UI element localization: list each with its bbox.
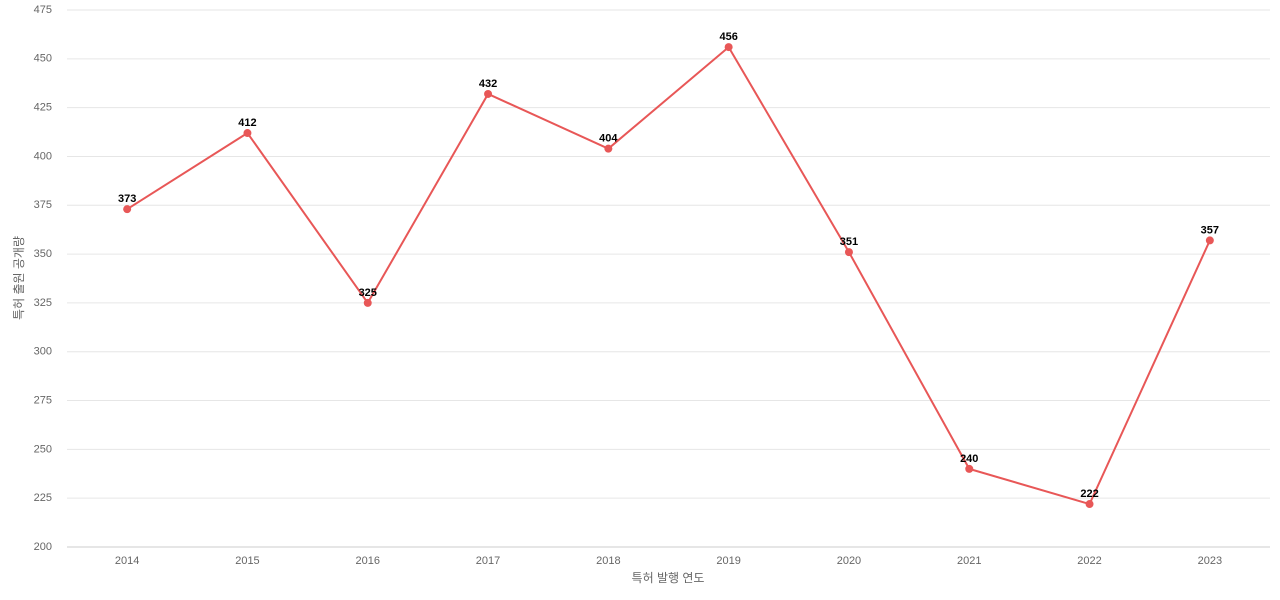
x-tick-label: 2019 xyxy=(716,555,740,567)
y-tick-label: 375 xyxy=(34,199,52,211)
point xyxy=(724,43,733,52)
point xyxy=(484,89,493,98)
line xyxy=(126,45,1211,506)
y-tick-label: 275 xyxy=(34,394,52,406)
point xyxy=(1205,236,1214,245)
data-label: 351 xyxy=(840,236,858,248)
point xyxy=(123,205,132,214)
y-tick-label: 325 xyxy=(34,297,52,309)
point xyxy=(604,144,613,153)
y-tick-label: 300 xyxy=(34,346,52,358)
x-tick-label: 2023 xyxy=(1198,555,1222,567)
y-tick-label: 450 xyxy=(34,53,52,65)
data-label: 222 xyxy=(1080,488,1098,500)
y-tick-label: 350 xyxy=(34,248,52,260)
y-tick-label: 225 xyxy=(34,492,52,504)
x-tick-label: 2016 xyxy=(356,555,380,567)
data-label: 404 xyxy=(599,133,618,145)
y-tick-label: 200 xyxy=(34,541,52,553)
y-tick-label: 475 xyxy=(34,4,52,16)
point xyxy=(965,464,974,473)
point xyxy=(363,298,372,307)
data-label: 456 xyxy=(719,31,737,43)
x-tick-label: 2020 xyxy=(837,555,861,567)
data-label: 432 xyxy=(479,78,497,90)
data-label: 325 xyxy=(359,287,377,299)
x-tick-label: 2022 xyxy=(1077,555,1101,567)
x-tick-label: 2018 xyxy=(596,555,620,567)
y-tick-label: 400 xyxy=(34,150,52,162)
x-axis-title: 특허 발행 연도 xyxy=(632,570,705,585)
y-axis-title: 특허 출원 공개량 xyxy=(12,236,26,320)
data-label: 357 xyxy=(1201,224,1219,236)
x-tick-label: 2015 xyxy=(235,555,259,567)
point xyxy=(844,248,853,257)
data-label: 412 xyxy=(238,117,256,129)
y-tick-label: 425 xyxy=(34,102,52,114)
data-label: 373 xyxy=(118,193,136,205)
x-tick-label: 2017 xyxy=(476,555,500,567)
x-tick-label: 2021 xyxy=(957,555,981,567)
y-tick-label: 250 xyxy=(34,443,52,455)
point xyxy=(1085,500,1094,509)
x-tick-label: 2014 xyxy=(115,555,139,567)
point xyxy=(243,129,252,138)
data-label: 240 xyxy=(960,453,978,465)
